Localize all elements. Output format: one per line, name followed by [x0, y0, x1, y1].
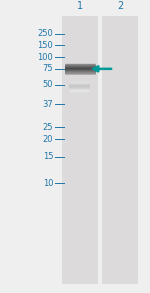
Text: 75: 75	[43, 64, 53, 73]
Text: 25: 25	[43, 123, 53, 132]
Text: 1: 1	[77, 1, 83, 11]
Text: 10: 10	[43, 179, 53, 188]
Text: 150: 150	[38, 41, 53, 50]
Text: 2: 2	[117, 1, 123, 11]
Text: 100: 100	[38, 53, 53, 62]
Text: 20: 20	[43, 135, 53, 144]
Bar	[102, 16, 138, 284]
Text: 37: 37	[42, 100, 53, 108]
Text: 15: 15	[43, 152, 53, 161]
Text: 50: 50	[43, 81, 53, 89]
Bar	[62, 16, 98, 284]
Text: 250: 250	[38, 29, 53, 38]
